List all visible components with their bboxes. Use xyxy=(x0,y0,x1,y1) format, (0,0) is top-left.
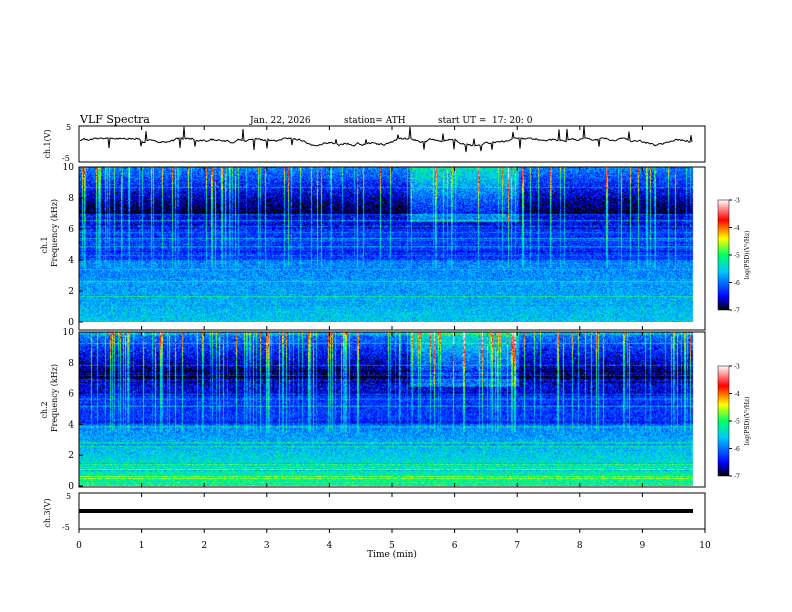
colorbar-tick-label: -7 xyxy=(734,474,740,481)
y-tick-label: 8 xyxy=(68,359,74,369)
ch1-panel-frame xyxy=(78,125,706,163)
x-tick-label: 6 xyxy=(452,541,458,551)
colorbar-ch2-label: log(PSD)(V²/Hz) xyxy=(744,397,751,446)
ch3-waveform-panel: 5 -5 ch.3(V) xyxy=(43,492,706,532)
x-tick-label: 5 xyxy=(389,541,395,551)
start-ut-label: start UT = xyxy=(438,116,486,126)
colorbar-ch2-gradient xyxy=(717,365,730,477)
x-tick-label: 2 xyxy=(201,541,207,551)
figure-title: VLF Spectra xyxy=(79,113,150,126)
x-tick-label: 3 xyxy=(264,541,270,551)
colorbar-ch1-label: log(PSD)(V²/Hz) xyxy=(744,231,751,280)
y-tick-label: 2 xyxy=(68,287,74,297)
station-label: station= ATH xyxy=(344,116,406,126)
colorbar-tick-label: -6 xyxy=(734,446,740,453)
colorbar-tick-label: -3 xyxy=(734,198,740,205)
colorbar-tick-label: -5 xyxy=(734,253,740,260)
ch1-spectrogram-image xyxy=(79,167,705,322)
ch3-ylabel: ch.3(V) xyxy=(43,498,52,527)
y-tick-label: 6 xyxy=(68,390,74,400)
date-label: Jan. 22, 2026 xyxy=(249,116,311,126)
ch2-spectrogram-image xyxy=(79,332,705,486)
x-axis-label: Time (min) xyxy=(367,549,417,560)
ch1-spec-ylabel-line2: Frequency (kHz) xyxy=(50,199,59,267)
ch1-spectrogram-panel: 0 2 4 6 8 10 ch.1 Frequency (kHz) xyxy=(40,163,706,331)
colorbar-tick-label: -7 xyxy=(734,308,740,315)
x-tick-label: 9 xyxy=(640,541,646,551)
y-tick-label: 2 xyxy=(68,451,74,461)
time-axis: 0 1 2 3 4 5 6 7 8 9 10 xyxy=(76,126,711,551)
y-tick-label: 0 xyxy=(68,482,74,492)
ch2-spec-ylabel-line1: ch.2 xyxy=(40,401,49,418)
colorbar-tick-label: -5 xyxy=(734,419,740,426)
start-ut-value: 17: 20: 0 xyxy=(492,116,533,126)
x-tick-label: 10 xyxy=(699,541,711,551)
ch1-ytick-top: 5 xyxy=(66,123,71,132)
y-tick-label: 10 xyxy=(63,163,75,173)
x-tick-label: 8 xyxy=(577,541,583,551)
y-tick-label: 4 xyxy=(68,256,74,266)
y-tick-label: 4 xyxy=(68,420,74,430)
ch3-ytick-top: 5 xyxy=(66,492,71,501)
colorbar-tick-label: -4 xyxy=(734,225,740,232)
x-tick-label: 1 xyxy=(139,541,145,551)
ch1-spec-ylabel-line1: ch.1 xyxy=(40,236,49,253)
colorbar-tick-label: -3 xyxy=(734,364,740,371)
colorbar-ch1: -3 -4 -5 -6 -7 log(PSD)(V²/Hz) xyxy=(717,198,751,315)
ch1-trace-line xyxy=(79,126,693,153)
colorbar-tick-label: -4 xyxy=(734,391,740,398)
x-tick-label: 0 xyxy=(76,541,82,551)
y-tick-label: 0 xyxy=(68,318,74,328)
ch3-trace-line xyxy=(79,509,693,513)
y-tick-label: 8 xyxy=(68,194,74,204)
colorbar-tick-label: -6 xyxy=(734,280,740,287)
ch3-ytick-bottom: -5 xyxy=(62,523,70,532)
y-tick-label: 10 xyxy=(63,328,75,338)
colorbar-ch2: -3 -4 -5 -6 -7 log(PSD)(V²/Hz) xyxy=(717,364,751,481)
x-tick-label: 4 xyxy=(327,541,333,551)
y-tick-label: 6 xyxy=(68,225,74,235)
ch1-ylabel: ch.1(V) xyxy=(43,129,52,158)
x-tick-label: 7 xyxy=(514,541,520,551)
ch2-spec-ylabel-line2: Frequency (kHz) xyxy=(50,364,59,432)
ch1-waveform-panel: 5 -5 ch.1(V) xyxy=(43,123,706,163)
ch2-spectrogram-panel: 0 2 4 6 8 10 ch.2 Frequency (kHz) xyxy=(40,328,706,492)
colorbar-ch1-gradient xyxy=(717,199,730,311)
ch1-ytick-bottom: -5 xyxy=(62,154,70,163)
